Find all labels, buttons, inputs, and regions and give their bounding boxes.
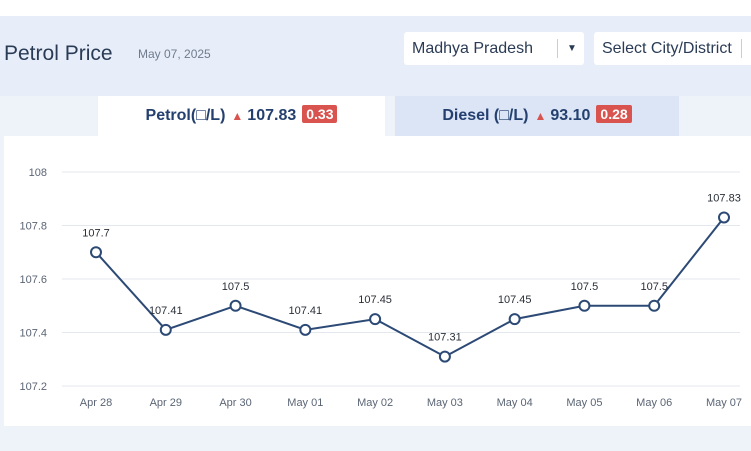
page-title: Petrol Price (4, 42, 113, 65)
y-tick-label: 107.4 (19, 328, 47, 340)
data-point (438, 350, 451, 363)
data-point (578, 299, 591, 312)
tab-petrol-label: Petrol(□/L) (145, 107, 226, 124)
x-tick-label: Apr 30 (219, 397, 251, 409)
x-tick-label: May 04 (497, 397, 533, 409)
series-line (95, 216, 725, 358)
y-tick-label: 107.2 (19, 381, 47, 393)
state-select-value: Madhya Pradesh (412, 40, 533, 57)
data-point (229, 299, 242, 312)
x-tick-label: May 02 (357, 397, 393, 409)
gridlines (62, 171, 740, 387)
x-tick-label: May 07 (706, 397, 742, 409)
city-select[interactable]: Select City/District (594, 32, 751, 65)
tab-petrol-change-badge: 0.33 (302, 105, 338, 123)
tab-diesel-label: Diesel (□/L) (442, 107, 529, 124)
data-label: 107.31 (428, 332, 462, 344)
x-tick-label: May 05 (566, 397, 602, 409)
top-strip (0, 0, 751, 16)
up-arrow-icon: ▲ (231, 109, 244, 123)
data-point (90, 246, 102, 259)
x-tick-label: May 06 (636, 397, 672, 409)
chevron-down-icon[interactable]: ▼ (567, 43, 577, 54)
data-label: 107.7 (82, 227, 110, 239)
data-label: 107.5 (571, 281, 599, 293)
tab-diesel-change-badge: 0.28 (596, 105, 632, 123)
data-point (508, 313, 521, 326)
data-label: 107.41 (289, 305, 323, 317)
x-tick-label: Apr 28 (80, 397, 112, 409)
page-date: May 07, 2025 (138, 47, 211, 61)
tab-diesel-price: 93.10 (550, 107, 591, 124)
data-label: 107.41 (149, 305, 183, 317)
data-point (718, 211, 730, 224)
data-label: 107.5 (222, 281, 250, 293)
state-select[interactable]: Madhya Pradesh ▼ (404, 32, 584, 65)
tab-petrol[interactable]: Petrol(□/L) ▲ 107.83 0.33 (98, 96, 385, 136)
y-tick-label: 107.8 (19, 221, 47, 233)
data-label: 107.83 (707, 192, 741, 204)
data-label: 107.5 (640, 281, 668, 293)
data-point (369, 313, 382, 326)
data-points (90, 211, 730, 363)
data-point (648, 299, 661, 312)
y-tick-label: 108 (29, 167, 47, 179)
bottom-strip (0, 426, 751, 451)
data-label: 107.45 (498, 294, 532, 306)
x-tick-label: May 03 (427, 397, 463, 409)
data-labels: 107.7 107.41 107.5 107.41 107.45 107.31 107.45… (82, 192, 741, 343)
select-divider (741, 39, 742, 58)
data-point (299, 323, 312, 336)
data-point (159, 323, 172, 336)
chart-panel (4, 136, 751, 426)
x-axis-ticks: Apr 28 Apr 29 Apr 30 May 01 May 02 May 03 May … (80, 397, 742, 409)
x-tick-label: May 01 (287, 397, 323, 409)
up-arrow-icon: ▲ (534, 109, 547, 123)
select-divider (557, 39, 558, 58)
y-tick-label: 107.6 (19, 274, 47, 286)
y-axis-ticks: 107.2 107.4 107.6 107.8 108 (19, 167, 47, 393)
data-label: 107.45 (358, 294, 392, 306)
x-tick-label: Apr 29 (150, 397, 182, 409)
tab-petrol-price: 107.83 (247, 107, 297, 124)
tab-diesel[interactable]: Diesel (□/L) ▲ 93.10 0.28 (395, 96, 679, 136)
city-select-placeholder: Select City/District (602, 40, 732, 57)
